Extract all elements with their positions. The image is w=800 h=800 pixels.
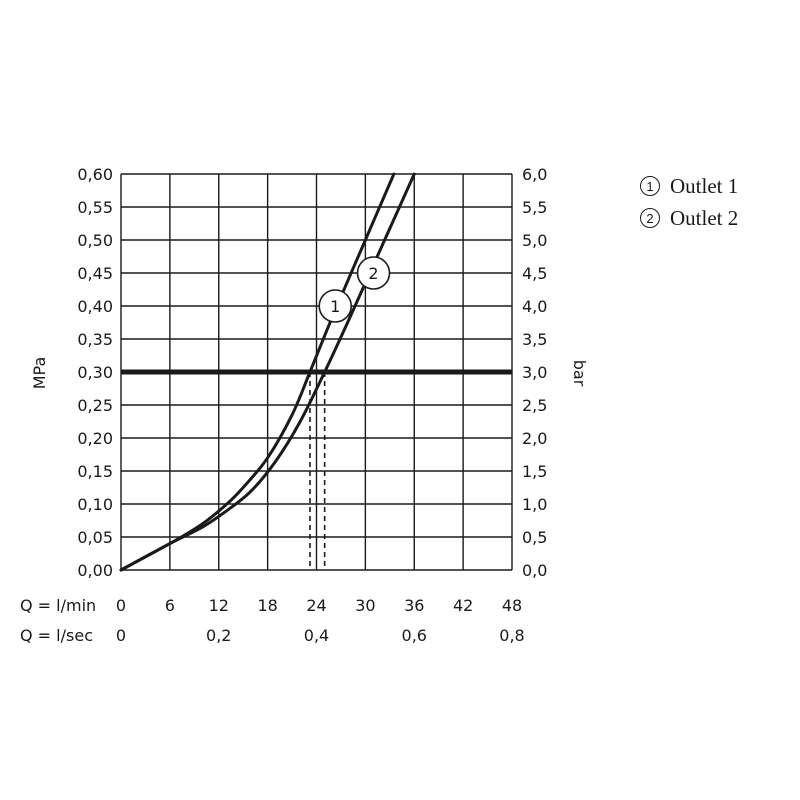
x-tick-label-min: 36	[404, 596, 424, 615]
x-axis-label-min: Q = l/min	[20, 596, 96, 615]
y-axis-left-ticks: 0,00 0,05 0,10 0,15 0,20 0,25 0,30 0,35 0,40 0,45…	[77, 165, 113, 580]
x-tick-label-sec: 0	[116, 626, 126, 645]
curve-marker-circle-2	[356, 256, 391, 290]
series-curve-outlet-2	[119, 172, 416, 572]
y-tick-label-left: 0,55	[77, 198, 113, 217]
y-tick-label-right: 2,5	[522, 396, 547, 415]
curve-marker-label-2: 2	[368, 264, 378, 283]
y-tick-label-left: 0,00	[77, 561, 113, 580]
x-tick-label-sec: 0,6	[402, 626, 427, 645]
legend-item-outlet-2: 2 Outlet 2	[640, 202, 738, 234]
series-layer	[119, 172, 416, 572]
y-tick-label-left: 0,50	[77, 231, 113, 250]
x-tick-label-min: 30	[355, 596, 375, 615]
x-tick-label-sec: 0,4	[304, 626, 329, 645]
y-tick-label-right: 1,5	[522, 462, 547, 481]
legend-item-outlet-1: 1 Outlet 1	[640, 170, 738, 202]
x-tick-label-min: 6	[165, 596, 175, 615]
y-tick-label-left: 0,40	[77, 297, 113, 316]
series-curve-outlet-1	[119, 172, 396, 572]
y-tick-label-right: 0,5	[522, 528, 547, 547]
x-tick-label-min: 12	[209, 596, 229, 615]
y-tick-label-left: 0,35	[77, 330, 113, 349]
x-tick-label-sec: 0,2	[206, 626, 231, 645]
curve-markers-layer: 12	[318, 256, 391, 323]
y-axis-label-left: MPa	[30, 357, 49, 390]
y-tick-label-right: 3,0	[522, 363, 547, 382]
curve-marker-circle-1	[318, 289, 353, 323]
x-axis-label-sec: Q = l/sec	[20, 626, 93, 645]
y-axis-right-ticks: 0,0 0,5 1,0 1,5 2,0 2,5 3,0 3,5 4,0 4,5 5,0 5,5 6,0	[522, 165, 547, 580]
legend-label: Outlet 2	[670, 205, 739, 230]
x-axis-min-ticks: 0 6 12 18 24 30 36 42 48	[116, 596, 522, 615]
y-tick-label-right: 6,0	[522, 165, 547, 184]
y-tick-label-left: 0,05	[77, 528, 113, 547]
y-tick-label-left: 0,10	[77, 495, 113, 514]
y-tick-label-right: 0,0	[522, 561, 547, 580]
legend: 1 Outlet 1 2 Outlet 2	[640, 170, 738, 234]
legend-label: Outlet 1	[670, 173, 739, 198]
x-tick-label-min: 48	[502, 596, 522, 615]
x-tick-label-min: 0	[116, 596, 126, 615]
x-tick-label-sec: 0,8	[499, 626, 524, 645]
y-axis-label-right: bar	[570, 360, 589, 387]
legend-marker-2: 2	[640, 208, 660, 228]
y-tick-label-right: 5,0	[522, 231, 547, 250]
y-tick-label-left: 0,25	[77, 396, 113, 415]
y-tick-label-right: 5,5	[522, 198, 547, 217]
y-tick-label-right: 4,5	[522, 264, 547, 283]
y-tick-label-right: 1,0	[522, 495, 547, 514]
y-tick-label-left: 0,30	[77, 363, 113, 382]
y-tick-label-left: 0,45	[77, 264, 113, 283]
y-tick-label-right: 4,0	[522, 297, 547, 316]
x-axis-sec-ticks: 0 0,2 0,4 0,6 0,8	[116, 626, 525, 645]
legend-marker-1: 1	[640, 176, 660, 196]
x-tick-label-min: 24	[306, 596, 326, 615]
y-tick-label-right: 2,0	[522, 429, 547, 448]
curve-marker-label-1: 1	[330, 297, 340, 316]
y-tick-label-right: 3,5	[522, 330, 547, 349]
y-tick-label-left: 0,15	[77, 462, 113, 481]
drop-lines-layer	[309, 372, 326, 570]
y-tick-label-left: 0,60	[77, 165, 113, 184]
x-tick-label-min: 42	[453, 596, 473, 615]
y-tick-label-left: 0,20	[77, 429, 113, 448]
x-tick-label-min: 18	[257, 596, 277, 615]
